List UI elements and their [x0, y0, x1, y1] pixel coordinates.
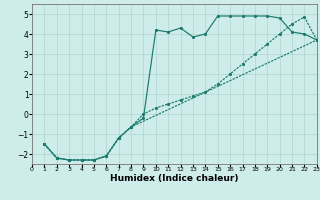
- X-axis label: Humidex (Indice chaleur): Humidex (Indice chaleur): [110, 174, 239, 183]
